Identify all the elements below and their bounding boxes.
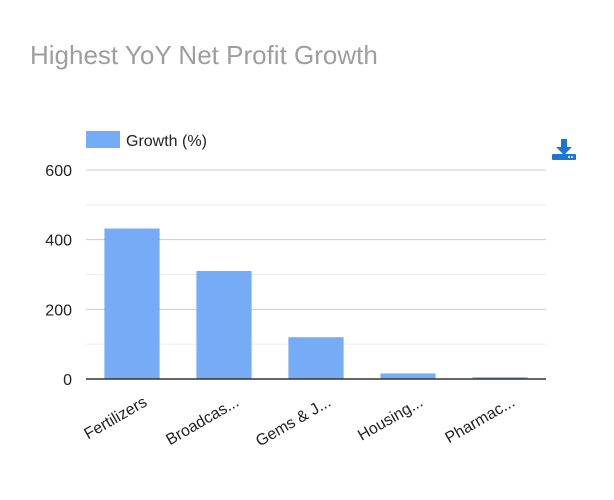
download-tray-dot	[571, 156, 573, 158]
chart-title: Highest YoY Net Profit Growth	[30, 40, 378, 70]
x-category-label: Broadcas...	[163, 394, 242, 449]
y-tick-label: 200	[45, 302, 72, 319]
legend-label: Growth (%)	[126, 133, 207, 150]
x-category-label: Pharmac...	[443, 394, 518, 447]
x-category-label: Gems & J...	[253, 394, 334, 451]
gridlines	[86, 169, 546, 345]
y-axis-ticks: 0 200 400 600	[45, 163, 72, 389]
download-arrow	[556, 139, 572, 155]
x-category-label: Housing...	[355, 394, 426, 445]
download-tray-dot	[568, 156, 570, 158]
download-icon[interactable]	[551, 137, 577, 161]
x-category-label: Fertilizers	[81, 394, 150, 443]
download-tray	[552, 154, 576, 160]
bar[interactable]	[104, 228, 160, 379]
bar[interactable]	[472, 377, 528, 379]
bar[interactable]	[288, 337, 344, 379]
x-axis-labels: Fertilizers Broadcas... Gems & J... Housing…	[81, 394, 518, 451]
legend-swatch	[86, 131, 120, 148]
y-tick-label: 400	[45, 233, 72, 250]
legend: Growth (%)	[86, 131, 207, 150]
bar[interactable]	[380, 373, 436, 379]
bars	[104, 228, 528, 379]
y-tick-label: 600	[45, 163, 72, 180]
y-tick-label: 0	[63, 372, 72, 389]
bar[interactable]	[196, 271, 252, 379]
